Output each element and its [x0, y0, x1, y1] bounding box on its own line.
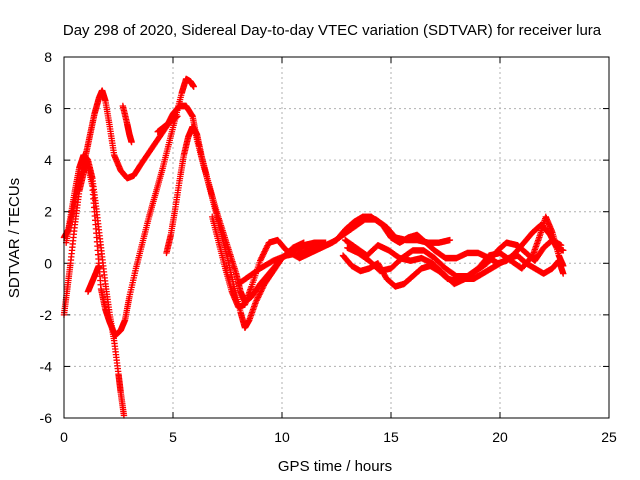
y-tick-label: -2	[40, 307, 53, 323]
data-point	[95, 262, 103, 270]
y-axis-ticks: -6 -4 -2 0 2 4 6 8	[40, 49, 609, 426]
x-tick-label: 10	[274, 429, 290, 445]
x-tick-label: 5	[169, 429, 177, 445]
y-tick-label: 0	[44, 255, 52, 271]
chart-title: Day 298 of 2020, Sidereal Day-to-day VTE…	[63, 22, 602, 39]
data-point	[560, 247, 567, 254]
plot-frame	[63, 56, 610, 419]
y-axis-label: SDTVAR / TECUs	[6, 178, 23, 298]
series-track-6	[154, 113, 181, 135]
x-axis-label: GPS time / hours	[278, 458, 392, 475]
data-point	[560, 270, 567, 277]
series-track-5	[119, 102, 135, 146]
y-tick-label: 4	[44, 152, 52, 168]
data-point	[174, 113, 181, 120]
series-track-11	[344, 213, 567, 280]
y-tick-label: -6	[40, 410, 53, 426]
y-tick-label: 6	[44, 101, 52, 117]
y-tick-label: -4	[40, 358, 53, 374]
series-track-12	[342, 236, 565, 288]
x-tick-label: 25	[601, 429, 617, 445]
x-tick-label: 0	[60, 429, 68, 445]
y-tick-label: 2	[44, 204, 52, 220]
data-point	[446, 236, 454, 244]
data-point	[300, 239, 307, 246]
data-point	[190, 83, 197, 90]
x-tick-label: 15	[383, 429, 399, 445]
series-track-4	[84, 262, 103, 295]
y-tick-label: 8	[44, 49, 52, 65]
data-points	[60, 75, 567, 419]
x-tick-label: 20	[492, 429, 508, 445]
series-track-3	[62, 151, 128, 419]
data-point	[560, 262, 567, 270]
x-axis-ticks: 0 5 10 15 20 25	[60, 57, 617, 445]
data-point	[128, 138, 135, 146]
data-point	[557, 242, 565, 249]
